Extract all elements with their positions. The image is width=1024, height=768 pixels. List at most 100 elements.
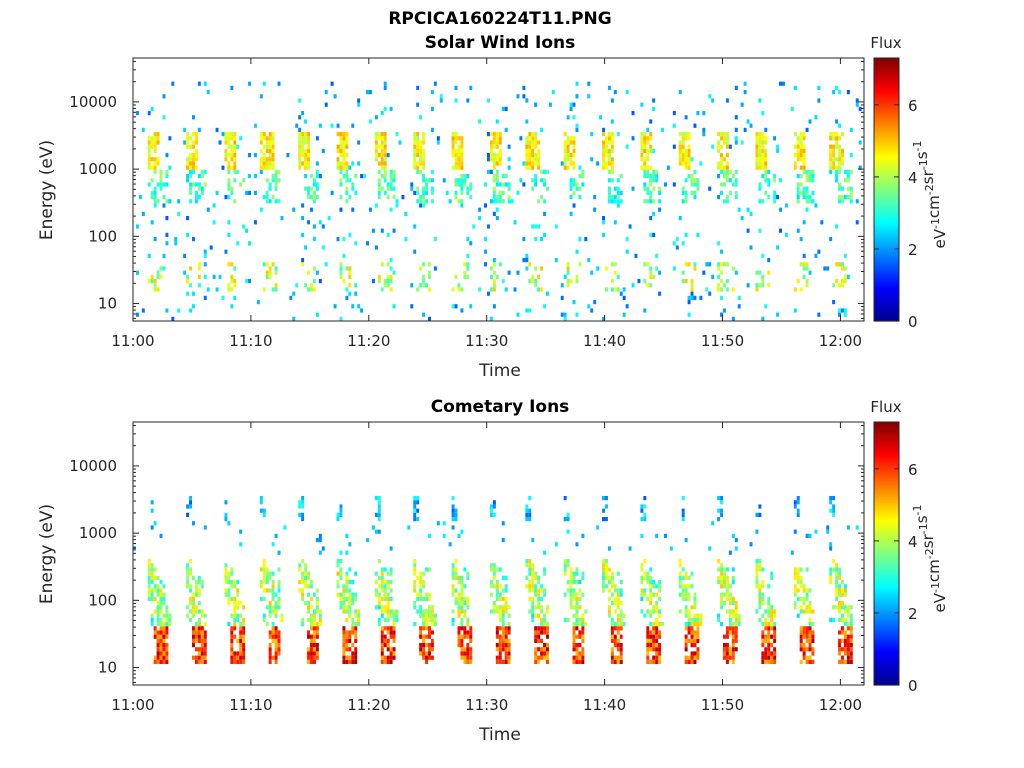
heatmap-cell (413, 153, 417, 158)
heatmap-cell (767, 584, 771, 589)
heatmap-cell (150, 178, 154, 183)
heatmap-cell (755, 575, 759, 580)
heatmap-cell (336, 592, 340, 597)
heatmap-cell (268, 659, 272, 664)
colorbar-swatch (874, 683, 899, 685)
heatmap-cell (336, 517, 340, 522)
heatmap-cell (687, 638, 691, 643)
heatmap-cell (681, 190, 685, 195)
heatmap-cell (843, 312, 847, 317)
heatmap-cell (156, 161, 160, 166)
heatmap-cell (377, 575, 381, 580)
heatmap-cell (345, 571, 349, 576)
heatmap-cell (419, 153, 423, 158)
heatmap-cell (799, 609, 803, 614)
heatmap-cell (150, 165, 154, 170)
colorbar-swatch (874, 565, 899, 567)
heatmap-cell (227, 153, 231, 158)
heatmap-cell (147, 144, 151, 149)
heatmap-cell (613, 220, 617, 225)
colorbar-swatch (874, 275, 899, 277)
heatmap-cell (259, 567, 263, 572)
heatmap-cell (849, 638, 853, 643)
heatmap-cell (731, 643, 735, 648)
heatmap-cell (262, 567, 266, 572)
heatmap-cell (339, 601, 343, 606)
heatmap-cell (392, 647, 396, 652)
heatmap-cell (543, 550, 546, 555)
heatmap-cell (528, 132, 532, 137)
heatmap-cell (389, 647, 393, 652)
heatmap-cell (318, 533, 322, 538)
heatmap-cell (301, 559, 305, 564)
colorbar-swatch (874, 111, 899, 113)
heatmap-cell (835, 132, 839, 137)
heatmap-cell (605, 584, 608, 589)
heatmap-cell (725, 140, 729, 145)
heatmap-cell (460, 596, 464, 601)
heatmap-cell (194, 140, 198, 145)
heatmap-cell (652, 634, 656, 639)
colorbar-swatch (874, 194, 899, 196)
heatmap-cell (301, 140, 305, 145)
heatmap-cell (838, 148, 841, 153)
heatmap-cell (451, 609, 455, 614)
colorbar-swatch (874, 154, 899, 156)
heatmap-cell (814, 529, 818, 534)
heatmap-cell (649, 182, 653, 187)
heatmap-cell (268, 132, 272, 137)
heatmap-cell (451, 153, 455, 158)
heatmap-cell (799, 132, 803, 137)
heatmap-cell (374, 580, 378, 585)
heatmap-cell (540, 651, 544, 656)
heatmap-cell (466, 601, 470, 606)
heatmap-cell (315, 538, 319, 543)
colorbar-swatch (874, 458, 899, 460)
heatmap-cell (690, 174, 694, 179)
heatmap-cell (572, 182, 576, 187)
heatmap-cell (764, 647, 768, 652)
colorbar-swatch (874, 279, 899, 281)
heatmap-cell (239, 659, 243, 664)
heatmap-cell (433, 81, 437, 86)
heatmap-cell (345, 295, 349, 300)
heatmap-cell (227, 144, 231, 149)
heatmap-cell (336, 563, 340, 568)
heatmap-cell (610, 647, 614, 652)
colorbar-swatch (874, 556, 899, 558)
heatmap-cell (796, 157, 800, 162)
heatmap-cell (690, 295, 694, 300)
heatmap-cell (345, 174, 349, 179)
heatmap-cell (189, 609, 192, 614)
heatmap-cell (643, 504, 647, 509)
heatmap-cell (351, 596, 355, 601)
heatmap-cell (616, 274, 620, 279)
heatmap-cell (498, 148, 502, 153)
heatmap-cell (540, 169, 544, 174)
heatmap-cell (843, 605, 847, 610)
heatmap-cell (153, 186, 157, 191)
heatmap-cell (203, 647, 207, 652)
colorbar-swatch (874, 285, 899, 287)
heatmap-cell (543, 651, 546, 656)
heatmap-cell (687, 659, 691, 664)
heatmap-cell (619, 647, 623, 652)
heatmap-cell (643, 279, 647, 284)
heatmap-cell (537, 655, 541, 660)
heatmap-cell (339, 153, 343, 158)
colorbar-swatch (874, 208, 899, 210)
heatmap-cell (492, 500, 496, 505)
heatmap-cell (764, 127, 768, 132)
heatmap-cell (304, 165, 308, 170)
colorbar-swatch (874, 483, 899, 485)
heatmap-cell (696, 186, 700, 191)
heatmap-cell (838, 609, 841, 614)
heatmap-cell (734, 270, 738, 275)
colorbar-swatch (874, 609, 899, 611)
heatmap-cell (428, 655, 431, 660)
heatmap-cell (224, 136, 228, 141)
heatmap-cell (534, 588, 538, 593)
heatmap-cell (525, 308, 529, 313)
heatmap-cell (162, 94, 166, 99)
heatmap-cell (324, 102, 328, 107)
